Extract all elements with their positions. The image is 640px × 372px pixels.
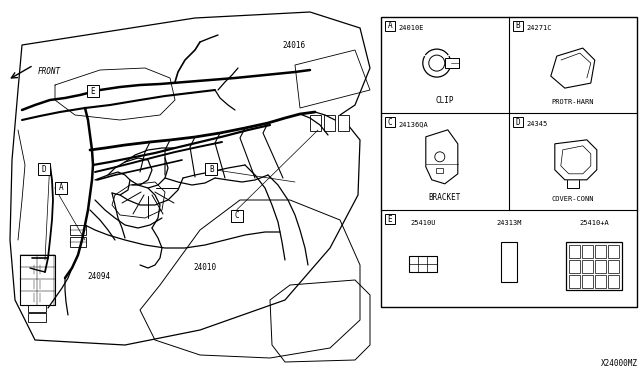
Text: 24016: 24016 (283, 41, 306, 50)
Bar (566, 241, 622, 289)
Bar (513, 118, 523, 128)
Bar (569, 260, 580, 273)
Bar (55, 182, 67, 194)
Bar (595, 275, 606, 288)
Bar (28, 303, 46, 312)
Bar (595, 244, 606, 257)
Bar (582, 244, 593, 257)
Bar (595, 260, 606, 273)
Text: E: E (90, 87, 95, 96)
Bar (28, 265, 46, 274)
Text: B: B (209, 165, 214, 174)
Bar (87, 85, 99, 97)
Text: COVER-CONN: COVER-CONN (552, 196, 594, 202)
Bar (569, 275, 580, 288)
Bar (310, 115, 321, 131)
Bar (445, 58, 459, 68)
Bar (569, 244, 580, 257)
Bar (20, 255, 55, 305)
Text: 24136QA: 24136QA (399, 122, 429, 128)
Text: C: C (234, 211, 239, 220)
Text: 25410+A: 25410+A (579, 220, 609, 226)
Text: X24000MZ: X24000MZ (601, 359, 638, 368)
Bar (385, 214, 395, 224)
Bar (231, 210, 243, 222)
Text: E: E (387, 215, 392, 224)
Bar (436, 168, 443, 173)
Bar (28, 313, 46, 322)
Bar (28, 293, 46, 302)
Text: D: D (515, 118, 520, 127)
Bar (608, 275, 619, 288)
Bar (381, 17, 637, 307)
Text: 25410U: 25410U (411, 220, 436, 226)
Text: 24313M: 24313M (496, 220, 522, 226)
Text: BRACKET: BRACKET (429, 193, 461, 202)
Bar (338, 115, 349, 131)
Bar (205, 163, 217, 175)
Bar (70, 225, 86, 235)
Text: FRONT: FRONT (38, 67, 61, 76)
Bar (582, 260, 593, 273)
Text: A: A (58, 183, 63, 192)
Bar (385, 118, 395, 128)
Text: D: D (41, 165, 46, 174)
Bar (385, 21, 395, 31)
Bar (513, 21, 523, 31)
Text: A: A (387, 21, 392, 30)
Bar (410, 256, 438, 272)
Text: 24094: 24094 (88, 272, 111, 281)
Text: 24010E: 24010E (399, 25, 424, 31)
Text: PROTR-HARN: PROTR-HARN (552, 99, 594, 105)
Bar (608, 244, 619, 257)
Text: B: B (515, 21, 520, 30)
Bar (582, 275, 593, 288)
Bar (38, 163, 49, 175)
Bar (28, 280, 46, 289)
Bar (500, 241, 517, 282)
Text: CLIP: CLIP (436, 96, 454, 105)
Text: 24271C: 24271C (527, 25, 552, 31)
Bar (608, 260, 619, 273)
Text: 24345: 24345 (527, 122, 548, 128)
Bar (324, 115, 335, 131)
Text: 24010: 24010 (193, 263, 216, 272)
Bar (70, 237, 86, 247)
Text: C: C (387, 118, 392, 127)
